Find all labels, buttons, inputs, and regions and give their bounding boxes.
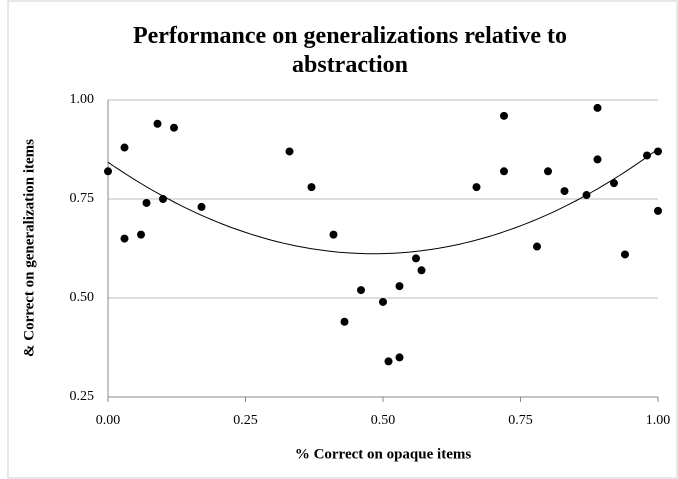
data-point: [593, 103, 602, 112]
data-point: [621, 250, 629, 259]
y-tick-label: 0.75: [70, 191, 95, 206]
data-point: [654, 147, 662, 156]
data-point: [340, 317, 349, 326]
data-point: [395, 282, 404, 291]
data-point: [307, 183, 316, 192]
data-point: [654, 206, 662, 215]
data-point: [170, 123, 178, 132]
data-point: [384, 357, 393, 366]
data-point: [610, 179, 618, 188]
data-point: [472, 183, 481, 192]
data-point: [120, 234, 129, 243]
data-point: [142, 198, 151, 207]
data-point: [643, 151, 651, 160]
x-tick-label: 0.25: [233, 413, 258, 428]
chart-title: Performance on generalizations relative …: [132, 23, 568, 78]
chart-border: [7, 0, 678, 479]
data-point: [285, 147, 294, 156]
y-tick-label: 1.00: [70, 92, 95, 107]
data-point: [582, 191, 591, 200]
x-tick-label: 0.50: [371, 413, 396, 428]
data-point: [533, 242, 541, 251]
data-point: [153, 119, 162, 128]
data-point: [593, 155, 602, 164]
data-point: [544, 167, 552, 176]
y-tick-label: 0.25: [70, 389, 95, 404]
data-point: [357, 286, 365, 295]
trend-line: [107, 148, 659, 255]
data-point: [500, 167, 508, 176]
data-point: [560, 187, 569, 196]
data-point: [329, 230, 338, 239]
data-point: [395, 353, 404, 362]
data-point: [379, 297, 387, 306]
data-point: [120, 143, 129, 152]
data-point: [417, 266, 426, 275]
y-axis-label: & Correct on generalization items: [21, 139, 37, 357]
x-tick-label: 1.00: [646, 413, 671, 428]
y-tick-label: 0.50: [70, 290, 95, 305]
x-axis-label: % Correct on opaque items: [295, 446, 472, 462]
data-point: [137, 230, 145, 239]
data-point: [104, 167, 112, 176]
data-point: [500, 111, 508, 120]
x-tick-label: 0.00: [96, 413, 121, 428]
data-point: [197, 202, 206, 211]
data-point: [412, 254, 420, 263]
x-tick-label: 0.75: [508, 413, 533, 428]
data-point: [159, 195, 167, 203]
